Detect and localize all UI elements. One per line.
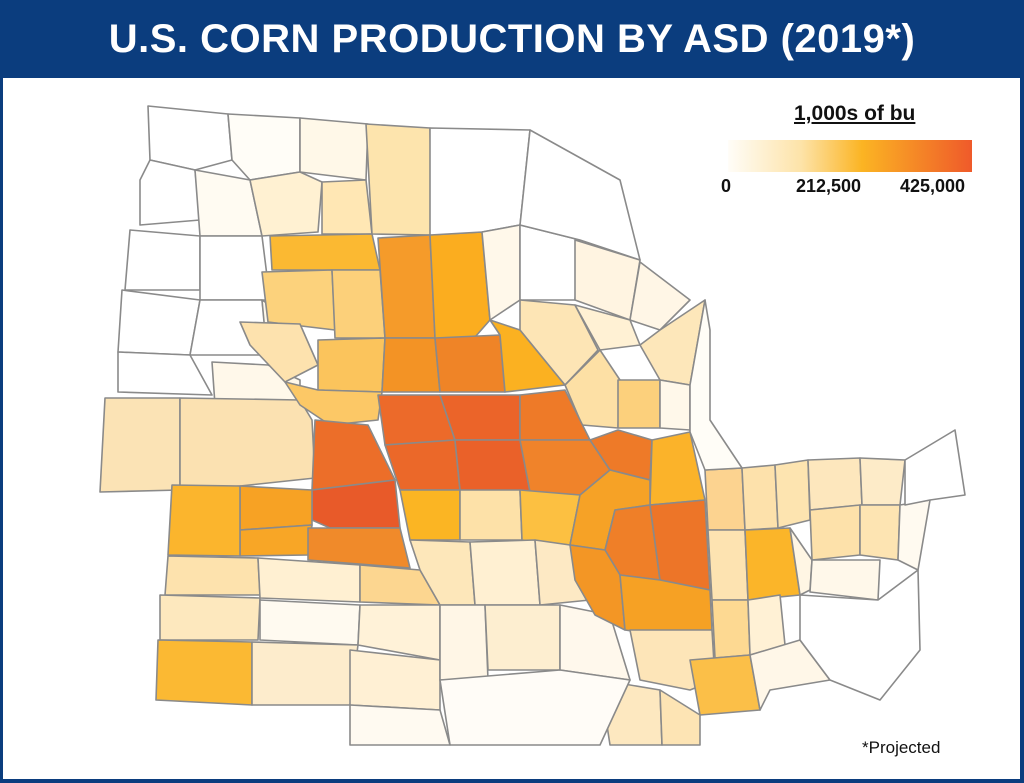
asd-nd-nc bbox=[321, 179, 373, 235]
map-frame bbox=[0, 78, 1024, 783]
asd-sd-wc bbox=[261, 269, 336, 331]
asd-in-wc bbox=[707, 529, 749, 601]
asd-wi-se bbox=[659, 379, 691, 431]
asd-co-nc bbox=[179, 397, 316, 491]
asd-sd-sw bbox=[239, 321, 319, 383]
region-group-illinois bbox=[569, 429, 713, 636]
asd-wy-s bbox=[117, 351, 213, 396]
asd-mt-se bbox=[249, 171, 323, 237]
asd-mn-nw bbox=[377, 234, 436, 339]
asd-mn-sc bbox=[434, 334, 506, 393]
asd-ia-nc bbox=[439, 394, 521, 441]
region-group-mt-wy-co bbox=[99, 105, 369, 493]
asd-mn-se bbox=[489, 319, 566, 393]
asd-mt-sw bbox=[139, 159, 201, 226]
asd-ar-n bbox=[439, 669, 631, 746]
map-title: U.S. CORN PRODUCTION BY ASD (2019*) bbox=[108, 16, 916, 61]
asd-mt-nw bbox=[147, 105, 233, 171]
asd-mi-up bbox=[519, 129, 641, 261]
asd-ks-wc bbox=[159, 594, 261, 641]
asd-sd-nw bbox=[269, 233, 381, 271]
asd-mi-se bbox=[689, 299, 743, 471]
asd-ne-se bbox=[307, 527, 411, 569]
asd-ks-se bbox=[349, 649, 441, 711]
asd-mt-ne bbox=[299, 117, 369, 181]
region-group-wisconsin bbox=[519, 129, 706, 431]
asd-oh-s bbox=[809, 559, 881, 601]
asd-in-nc bbox=[741, 464, 779, 531]
asd-co-nw bbox=[99, 397, 181, 493]
asd-mo-c bbox=[469, 539, 541, 606]
asd-ks-c bbox=[259, 599, 361, 646]
region-group-indiana bbox=[704, 464, 801, 659]
asd-sd-sc bbox=[317, 337, 386, 393]
asd-ia-c bbox=[454, 439, 531, 493]
asd-mn-sw bbox=[381, 337, 441, 393]
region-group-ohio bbox=[689, 299, 966, 601]
asd-in-nw bbox=[704, 467, 746, 531]
asd-il-ec bbox=[649, 499, 711, 591]
region-group-iowa bbox=[377, 389, 611, 496]
asd-oh-ne bbox=[859, 457, 906, 506]
asd-ks-sw bbox=[155, 639, 253, 706]
asd-ne-sw bbox=[239, 485, 313, 531]
asd-oh-nw bbox=[774, 459, 811, 529]
asd-mo-nc bbox=[459, 489, 523, 541]
legend-color-scale bbox=[728, 140, 972, 172]
asd-ne-n bbox=[284, 381, 383, 426]
asd-ks-nc bbox=[257, 557, 361, 603]
asd-oh-c bbox=[859, 504, 901, 561]
asd-wi-sc bbox=[617, 379, 661, 429]
region-group-minnesota bbox=[377, 127, 566, 393]
asd-nd-ne bbox=[365, 123, 433, 236]
region-group-dakotas bbox=[239, 123, 433, 426]
asd-mt-nc bbox=[227, 113, 301, 181]
region-group-missouri bbox=[399, 489, 631, 681]
asd-ky-c bbox=[689, 654, 761, 716]
asd-wy-nw bbox=[124, 229, 201, 291]
asd-ky-e bbox=[749, 639, 831, 711]
asd-oh-nc bbox=[807, 457, 863, 511]
region-group-nebraska bbox=[167, 419, 411, 569]
asd-wy-sw bbox=[117, 289, 201, 356]
asd-wy-nc bbox=[199, 235, 271, 301]
asd-oh-e bbox=[897, 499, 931, 571]
projected-note: *Projected bbox=[862, 738, 941, 757]
asd-ks-sc bbox=[251, 641, 359, 706]
asd-mo-sc bbox=[484, 604, 561, 671]
region-group-south bbox=[349, 569, 921, 746]
title-bar: U.S. CORN PRODUCTION BY ASD (2019*) bbox=[0, 0, 1024, 78]
asd-ne-s bbox=[239, 524, 313, 557]
asd-pa-w bbox=[904, 429, 966, 506]
asd-mn-ne bbox=[429, 127, 531, 236]
legend-tick-min: 0 bbox=[721, 176, 732, 196]
asd-sd-c bbox=[331, 269, 386, 339]
legend-title: 1,000s of bu bbox=[794, 102, 916, 125]
asd-oh-wc bbox=[809, 504, 861, 561]
legend-tick-mid: 212,500 bbox=[796, 176, 862, 196]
asd-tn-c bbox=[659, 689, 701, 746]
asd-wv bbox=[799, 569, 921, 701]
asd-ia-wc bbox=[384, 439, 461, 491]
region-group-ks-ok bbox=[155, 555, 441, 711]
asd-co-ne2 bbox=[167, 484, 241, 557]
legend-tick-max: 425,000 bbox=[900, 176, 966, 196]
asd-ok-e bbox=[349, 704, 451, 746]
asd-mn-wc bbox=[429, 231, 491, 346]
asd-ks-nw bbox=[164, 555, 261, 596]
asd-mo-nw bbox=[399, 489, 461, 541]
asd-in-sw bbox=[711, 599, 751, 659]
asd-mo-sw bbox=[439, 604, 489, 681]
